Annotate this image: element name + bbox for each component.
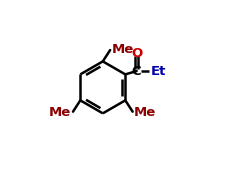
Text: O: O xyxy=(131,47,142,60)
Text: Me: Me xyxy=(112,43,134,56)
Text: Me: Me xyxy=(49,106,71,119)
Text: Et: Et xyxy=(151,65,166,78)
Text: C: C xyxy=(132,65,141,78)
Text: Me: Me xyxy=(134,106,156,119)
